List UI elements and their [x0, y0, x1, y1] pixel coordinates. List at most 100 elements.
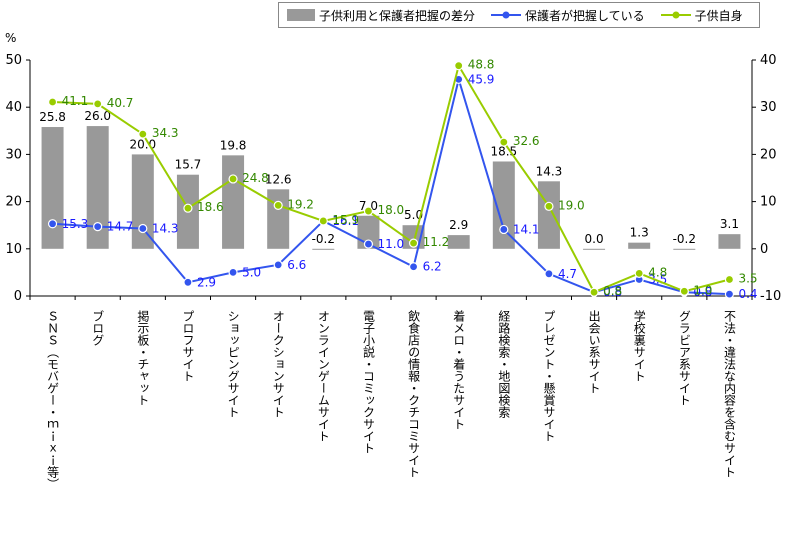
child-point: [138, 129, 148, 139]
bar-label: 5.0: [404, 208, 423, 222]
category-label: ＳＮＳ（モバゲー・ｍｉｘｉ等）: [46, 310, 60, 490]
legend-item-parent: 保護者が把握している: [491, 7, 645, 24]
parent-point-label: 6.6: [287, 258, 306, 272]
child-point-label: 1.0: [693, 283, 712, 297]
child-point: [724, 274, 735, 285]
legend-label-child: 子供自身: [694, 8, 743, 23]
parent-point: [273, 260, 283, 270]
bar-label: 0.0: [585, 232, 604, 246]
category-label: 学校裏サイト: [632, 309, 646, 382]
parent-point: [499, 224, 509, 235]
bar-label: 19.8: [220, 138, 247, 152]
parent-point-label: 0.4: [738, 287, 757, 301]
left-tick-label: 0: [14, 289, 22, 304]
parent-point: [363, 239, 374, 249]
child-point: [273, 200, 283, 210]
child-point-label: 18.0: [377, 203, 404, 217]
bar-label: 15.7: [175, 158, 202, 172]
child-point-label: 41.1: [62, 94, 89, 108]
category-label: 飲食店の情報・クチコミサイト: [407, 309, 421, 478]
child-point-label: 3.5: [738, 271, 757, 285]
child-point-label: 34.3: [152, 126, 179, 140]
category-label: 出会い系サイト: [587, 310, 601, 394]
parent-point-label: 45.9: [468, 72, 495, 86]
bar-label: 12.6: [265, 172, 292, 186]
bar-label: -0.2: [312, 232, 335, 246]
bar-label: 14.3: [536, 164, 563, 178]
bar: [492, 161, 515, 249]
parent-point-label: 4.7: [558, 267, 577, 281]
child-point-label: 48.8: [468, 58, 495, 72]
bar-label: 18.5: [490, 144, 517, 158]
parent-point-label: 2.9: [197, 275, 216, 289]
left-tick-label: 50: [5, 53, 22, 68]
child-point: [634, 268, 644, 278]
bar-label: 25.8: [39, 110, 66, 124]
category-label: 掲示板・チャット: [136, 309, 150, 406]
parent-point: [183, 277, 193, 287]
child-point: [228, 174, 238, 184]
parent-point: [724, 289, 735, 299]
parent-point-label: 14.3: [152, 222, 179, 236]
bar: [41, 127, 64, 249]
parent-point-label: 5.0: [242, 265, 261, 279]
bar-label: 1.3: [630, 226, 649, 240]
parent-point-label: 15.3: [62, 217, 89, 231]
child-point: [499, 137, 509, 147]
category-label: 経路検索・地図検索: [497, 310, 511, 418]
bar-label: 26.0: [84, 109, 111, 123]
bar: [537, 181, 560, 249]
parent-point: [408, 262, 419, 272]
category-label: グラビア系サイト: [677, 310, 691, 406]
right-tick-label: -10: [760, 289, 781, 304]
parent-point: [544, 269, 554, 279]
child-point: [93, 99, 103, 109]
child-point-label: 18.6: [197, 200, 224, 214]
parent-point: [93, 222, 103, 232]
bar: [267, 189, 290, 249]
child-point: [454, 61, 464, 71]
bar: [131, 154, 154, 249]
right-tick-label: 0: [760, 242, 768, 257]
parent-point: [228, 267, 238, 277]
left-tick-label: 30: [5, 147, 22, 162]
parent-point: [138, 223, 148, 234]
category-label: 不法・違法な内容を含むサイト: [722, 310, 736, 478]
child-point: [679, 286, 689, 296]
legend-label-diff: 子供利用と保護者把握の差分: [319, 8, 476, 23]
bar: [86, 126, 109, 249]
child-point-label: 11.2: [423, 235, 450, 249]
category-label: 電子小説・コミックサイト: [361, 310, 375, 454]
left-tick-label: 40: [5, 100, 22, 115]
legend-item-diff: 子供利用と保護者把握の差分: [287, 7, 475, 24]
bar-label: 2.9: [449, 218, 468, 232]
legend-swatch-parent: [491, 11, 522, 19]
legend-swatch-child: [660, 11, 691, 19]
child-point-label: 19.0: [558, 198, 585, 212]
bar-label: 7.0: [359, 199, 378, 213]
child-point: [47, 97, 58, 107]
bar-label: 20.0: [129, 137, 156, 151]
legend-swatch-bar: [287, 9, 315, 21]
bar: [583, 248, 606, 250]
child-point: [408, 238, 419, 248]
bar-label: -0.2: [673, 232, 696, 246]
category-label: オンラインゲームサイト: [316, 310, 330, 442]
parent-point-label: 0.8: [693, 285, 712, 299]
right-tick-label: 20: [760, 147, 777, 162]
child-point-label: 0.8: [603, 284, 622, 298]
bar: [718, 234, 741, 249]
child-point-label: 19.2: [287, 197, 314, 211]
child-point: [363, 206, 374, 216]
child-point: [544, 201, 554, 211]
parent-series-line: [52, 75, 730, 296]
right-tick-label: 30: [760, 100, 777, 115]
bar: [628, 242, 651, 249]
parent-point-label: 11.0: [377, 237, 404, 251]
bar: [312, 248, 335, 250]
legend-item-child: 子供自身: [660, 7, 743, 24]
parent-point: [47, 219, 58, 229]
unit-label: %: [5, 31, 16, 45]
child-point: [183, 203, 193, 213]
